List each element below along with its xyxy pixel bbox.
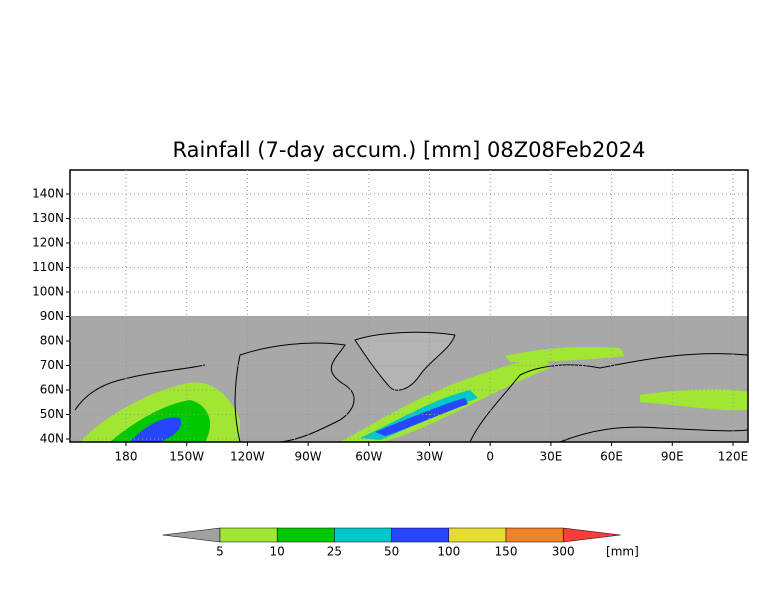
lon-label: 30E bbox=[539, 450, 562, 464]
lon-label: 60E bbox=[600, 450, 623, 464]
colorbar-label: 50 bbox=[384, 545, 399, 559]
colorbar-box bbox=[334, 527, 392, 543]
lon-label: 60W bbox=[355, 450, 382, 464]
lon-label: 120E bbox=[718, 450, 749, 464]
colorbar-box bbox=[276, 527, 335, 543]
lon-label: 30W bbox=[416, 450, 443, 464]
lat-label: 90N bbox=[40, 309, 64, 323]
map-frame bbox=[69, 169, 749, 443]
lat-label: 50N bbox=[40, 407, 64, 421]
lon-label: 120W bbox=[230, 450, 265, 464]
rain-asia bbox=[640, 389, 748, 411]
eurasia bbox=[469, 353, 749, 443]
lon-label: 180 bbox=[115, 450, 138, 464]
colorbar-label: 100 bbox=[437, 545, 460, 559]
lat-label: 140N bbox=[32, 187, 64, 201]
lat-label: 80N bbox=[40, 334, 64, 348]
colorbar-box bbox=[219, 527, 278, 543]
colorbar-label: 10 bbox=[270, 545, 285, 559]
alaska bbox=[74, 364, 206, 411]
lat-label: 110N bbox=[32, 260, 64, 274]
map-title: Rainfall (7-day accum.) [mm] 08Z08Feb202… bbox=[173, 138, 646, 162]
rain-pacific-heavy bbox=[130, 417, 181, 442]
colorbar-arrow bbox=[562, 527, 621, 543]
north-america bbox=[234, 342, 355, 443]
colorbar: 5 10 25 50 100 150 300 [mm] bbox=[162, 527, 639, 559]
colorbar-arrow bbox=[162, 527, 221, 543]
colorbar-label: 300 bbox=[552, 545, 575, 559]
lat-label: 120N bbox=[32, 236, 64, 250]
lon-label: 150W bbox=[169, 450, 204, 464]
rain-atlantic-heavy bbox=[375, 398, 468, 436]
colorbar-box bbox=[448, 527, 507, 543]
colorbar-box bbox=[505, 527, 564, 543]
lat-label: 70N bbox=[40, 358, 64, 372]
lat-label: 100N bbox=[32, 285, 64, 299]
asia-south bbox=[559, 426, 749, 443]
rain-arctic bbox=[505, 346, 625, 362]
rain-areas bbox=[80, 346, 748, 442]
lon-label: 0 bbox=[486, 450, 494, 464]
lon-label: 90W bbox=[295, 450, 322, 464]
lat-label: 60N bbox=[40, 383, 64, 397]
colorbar-unit: [mm] bbox=[606, 545, 639, 559]
colorbar-box bbox=[391, 527, 450, 543]
colorbar-label: 150 bbox=[495, 545, 518, 559]
colorbar-label: 25 bbox=[327, 545, 342, 559]
lat-label: 130N bbox=[32, 211, 64, 225]
lon-label: 90E bbox=[661, 450, 684, 464]
lat-label: 40N bbox=[40, 432, 64, 446]
colorbar-label: 5 bbox=[216, 545, 224, 559]
